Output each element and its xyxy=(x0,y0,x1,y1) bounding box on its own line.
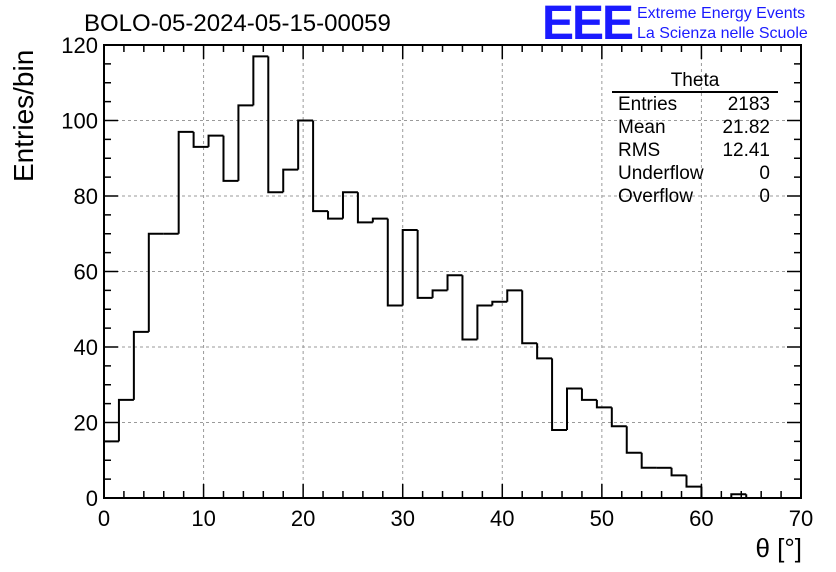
histogram-bin xyxy=(506,289,523,302)
histogram-bin xyxy=(431,289,448,298)
histogram-bin xyxy=(700,486,717,499)
histogram-bin xyxy=(580,388,597,401)
stats-value: 0 xyxy=(759,163,770,184)
stats-row-rms: RMS 12.41 xyxy=(612,139,778,162)
x-tick-label: 10 xyxy=(191,506,215,531)
histogram-bin xyxy=(566,387,582,431)
stats-box: Theta Entries 2183 Mean 21.82 RMS 12.41 … xyxy=(612,70,778,208)
histogram-bin xyxy=(670,467,687,477)
histogram-bin xyxy=(551,358,568,432)
histogram-bin xyxy=(282,168,299,193)
x-tick-label: 70 xyxy=(789,506,813,531)
histogram-bin xyxy=(521,290,538,345)
histogram-bin xyxy=(341,191,358,219)
x-tick-label: 40 xyxy=(490,506,514,531)
histogram-bin xyxy=(610,407,627,428)
stats-label: Overflow xyxy=(618,186,693,207)
x-axis-label: θ [°] xyxy=(755,533,802,563)
histogram-bin xyxy=(327,211,343,220)
stats-label: RMS xyxy=(618,140,661,161)
histogram-bin xyxy=(371,217,388,223)
stats-row-entries: Entries 2183 xyxy=(612,93,778,116)
stats-row-overflow: Overflow 0 xyxy=(612,185,778,208)
histogram-bin xyxy=(312,120,329,213)
histogram-bin xyxy=(237,104,254,181)
histogram-bin xyxy=(625,426,642,454)
y-axis-label: Entries/bin xyxy=(8,49,39,182)
histogram-bin xyxy=(147,232,164,332)
stats-row-mean: Mean 21.82 xyxy=(612,116,778,139)
stats-value: 12.41 xyxy=(722,140,770,161)
stats-value: 21.82 xyxy=(722,117,770,138)
histogram-bin xyxy=(401,228,418,306)
y-tick-label: 40 xyxy=(74,335,98,360)
y-tick-label: 0 xyxy=(86,486,98,511)
histogram-bin xyxy=(252,55,269,106)
histogram-bin xyxy=(416,229,433,299)
chart-title: BOLO-05-2024-05-15-00059 xyxy=(84,10,391,37)
histogram-bin xyxy=(386,218,403,307)
y-tick-label: 20 xyxy=(74,411,98,436)
histogram-bin xyxy=(267,56,284,194)
histogram-bin xyxy=(192,131,209,148)
histogram-bin xyxy=(685,475,702,488)
histogram-bin xyxy=(117,398,134,442)
histogram-bin xyxy=(297,119,314,170)
logo-caption: Extreme Energy Events La Scienza nelle S… xyxy=(637,4,808,44)
stats-value: 2183 xyxy=(727,94,770,115)
y-tick-label: 60 xyxy=(74,260,98,285)
x-tick-label: 20 xyxy=(291,506,315,531)
histogram-bin xyxy=(476,304,493,340)
histogram-bin xyxy=(207,134,224,147)
histogram-bin xyxy=(132,330,149,400)
stats-value: 0 xyxy=(759,186,770,207)
histogram-bin xyxy=(595,399,612,409)
stats-row-underflow: Underflow 0 xyxy=(612,162,778,185)
logo-caption-line2: La Scienza nelle Scuole xyxy=(637,25,808,42)
x-tick-label: 0 xyxy=(98,506,110,531)
histogram-bin xyxy=(177,130,194,234)
y-tick-label: 100 xyxy=(61,109,98,134)
x-tick-label: 30 xyxy=(390,506,414,531)
histogram-bin xyxy=(222,135,239,182)
stats-title: Theta xyxy=(612,70,778,93)
x-tick-label: 60 xyxy=(689,506,713,531)
stats-label: Underflow xyxy=(618,163,704,184)
stats-label: Entries xyxy=(618,94,678,115)
histogram-bin xyxy=(356,192,373,224)
x-tick-label: 50 xyxy=(590,506,614,531)
y-tick-label: 120 xyxy=(61,33,98,58)
histogram-bin xyxy=(536,343,553,360)
histogram-bin xyxy=(461,275,478,341)
histogram-bin xyxy=(103,440,119,498)
histogram-bin xyxy=(491,300,508,306)
logo-caption-line1: Extreme Energy Events xyxy=(637,5,806,22)
stats-label: Mean xyxy=(618,117,666,138)
histogram-bin xyxy=(640,452,657,469)
eee-logo: EEE xyxy=(542,0,634,50)
y-tick-label: 80 xyxy=(74,184,98,209)
histogram-bin xyxy=(446,274,463,291)
